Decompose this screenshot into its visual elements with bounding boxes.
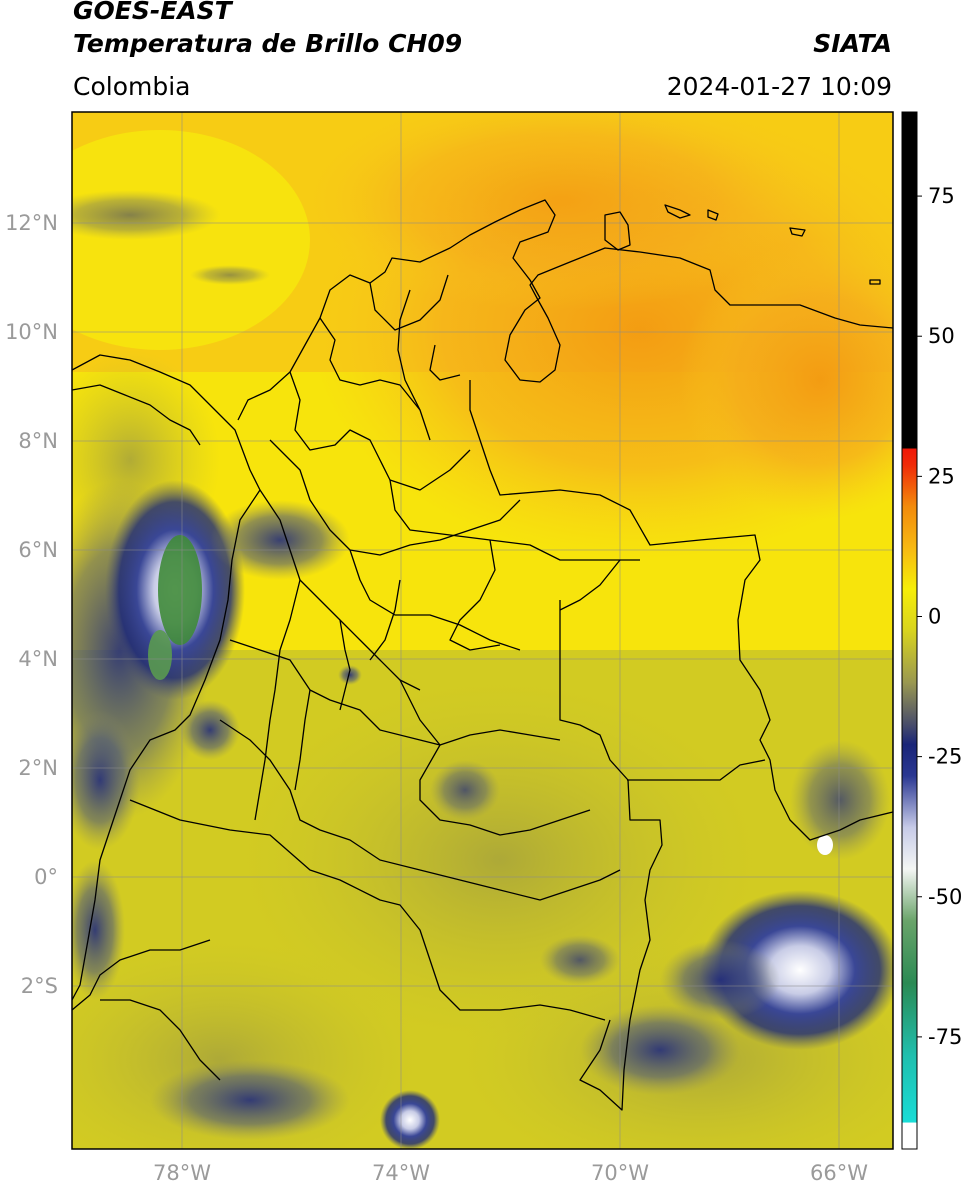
colorbar-tick-label: 50 bbox=[928, 324, 955, 348]
colorbar-tick-label: 25 bbox=[928, 464, 955, 488]
product-title: Temperatura de Brillo CH09 bbox=[73, 29, 463, 58]
region-label: Colombia bbox=[73, 72, 191, 101]
brightness-temperature-field bbox=[72, 112, 893, 1149]
colorbar-frame bbox=[901, 111, 918, 1150]
colorbar-tick-label: 0 bbox=[928, 604, 941, 628]
latitude-labels: 12°N 10°N 8°N 6°N 4°N 2°N 0° 2°S bbox=[5, 211, 58, 998]
longitude-labels: 78°W 74°W 70°W 66°W bbox=[153, 1161, 868, 1185]
colorbar-gradient bbox=[902, 112, 917, 1149]
datetime-label: 2024-01-27 10:09 bbox=[666, 72, 892, 101]
graticule bbox=[72, 112, 893, 1149]
lon-label-78w: 78°W bbox=[153, 1161, 211, 1185]
agency-label: SIATA bbox=[813, 29, 892, 58]
lon-label-66w: 66°W bbox=[810, 1161, 868, 1185]
colorbar-tick-label: -50 bbox=[928, 885, 962, 909]
lat-label-2n: 2°N bbox=[18, 756, 58, 780]
colorbar-tick-label: -75 bbox=[928, 1025, 962, 1049]
lon-label-74w: 74°W bbox=[372, 1161, 430, 1185]
colorbar-tick-label: 75 bbox=[928, 184, 955, 208]
lat-label-0: 0° bbox=[34, 865, 58, 889]
lat-label-6n: 6°N bbox=[18, 538, 58, 562]
lat-label-2s: 2°S bbox=[21, 974, 58, 998]
colorbar: 75 50 25 0 -25 -50 -75 bbox=[901, 111, 962, 1150]
satellite-title: GOES-EAST bbox=[73, 0, 232, 25]
borders bbox=[72, 199, 893, 1111]
lat-label-8n: 8°N bbox=[18, 429, 58, 453]
lon-label-70w: 70°W bbox=[591, 1161, 649, 1185]
lat-label-4n: 4°N bbox=[18, 647, 58, 671]
map-frame bbox=[71, 111, 894, 1150]
lat-label-10n: 10°N bbox=[5, 320, 58, 344]
lat-label-12n: 12°N bbox=[5, 211, 58, 235]
colorbar-tick-label: -25 bbox=[928, 745, 962, 769]
